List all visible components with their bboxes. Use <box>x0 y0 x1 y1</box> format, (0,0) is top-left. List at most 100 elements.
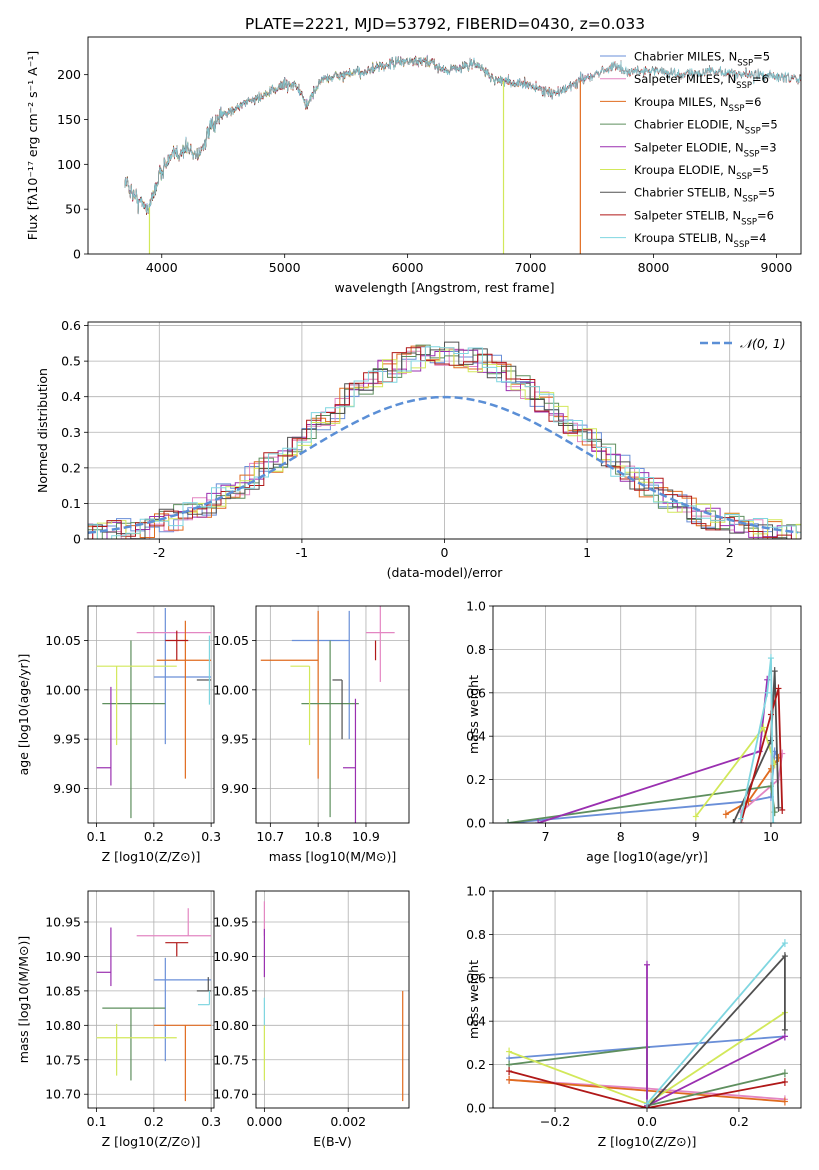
weight_vs_age-ytick-label: 1.0 <box>466 599 486 614</box>
legend-entry: Kroupa STELIB, NSSP=4 <box>634 231 766 250</box>
weight-line <box>740 688 784 823</box>
mass_vs_Z-ytick-label: 10.90 <box>45 949 81 964</box>
spectrum-xtick-label: 5000 <box>269 260 301 275</box>
weight-line <box>740 658 775 823</box>
mass_vs_EBV-xlabel: E(B-V) <box>313 1134 352 1149</box>
spectrum-xtick-label: 7000 <box>515 260 547 275</box>
weight_vs_age-xtick-label: 8 <box>617 829 625 844</box>
weight_vs_Z-lines <box>506 939 788 1108</box>
weight_vs_Z-frame <box>492 890 802 1109</box>
weight_vs_age-ytick-label: 0.2 <box>466 772 486 787</box>
mass_vs_Z-ytick-label: 10.85 <box>45 983 81 998</box>
mass_vs_EBV-panel: 0.000 0.002 10.70 10.75 10.80 10.85 10.90 10.95… <box>213 890 410 1149</box>
spectrum-xtick-label: 4000 <box>146 260 178 275</box>
legend-nssp-value: =6 <box>757 208 774 222</box>
weight_vs_age-ytick-label: 0.0 <box>466 816 486 831</box>
mass_vs_EBV-ytick-label: 10.75 <box>213 1052 249 1067</box>
residuals-ytick-label: 0.2 <box>61 460 81 475</box>
legend-subscript: SSP <box>742 195 758 205</box>
age_vs_Z-xlabel: Z [log10(Z/Z⊙)] <box>102 849 201 864</box>
normal-curve <box>88 395 799 535</box>
mass_vs_EBV-ytick-label: 10.95 <box>213 915 249 930</box>
residual-histogram <box>88 347 801 539</box>
age_vs_mass-xlabel: mass [log10(M/M⊙)] <box>269 849 397 864</box>
spectrum-ytick-label: 100 <box>57 157 81 172</box>
weight_vs_Z-ytick-label: 0.6 <box>466 970 486 985</box>
age_vs_mass-frame <box>255 605 410 824</box>
residuals-ytick-label: 0.3 <box>61 425 81 440</box>
legend-entry: Salpeter STELIB, NSSP=6 <box>634 208 774 227</box>
weight_vs_age-xtick-label: 10 <box>763 829 779 844</box>
weight_vs_age-xtick-label: 7 <box>542 829 550 844</box>
weight_vs_Z-ylabel: mass weight <box>466 960 481 1039</box>
age_vs_mass-points <box>260 606 395 823</box>
residuals-xtick-label: -1 <box>296 545 308 560</box>
residual-histograms <box>88 341 801 539</box>
mass_vs_Z-xlabel: Z [log10(Z/Z⊙)] <box>102 1134 201 1149</box>
legend-subscript: SSP <box>736 172 752 182</box>
figure-title: PLATE=2221, MJD=53792, FIBERID=0430, z=0… <box>245 15 645 33</box>
spectrum-ytick-label: 0 <box>73 247 81 262</box>
mass_vs_EBV-ytick-label: 10.80 <box>213 1018 249 1033</box>
spectrum-line <box>124 56 581 215</box>
spectrum-line <box>124 55 599 215</box>
mass_vs_Z-ylabel: mass [log10(M/M⊙)] <box>16 936 31 1064</box>
weight_vs_age-xlabel: age [log10(age/yr)] <box>586 849 708 864</box>
residuals-frame <box>87 321 802 540</box>
weight-line <box>646 942 786 1105</box>
age_vs_Z-frame <box>87 605 215 824</box>
legend-subscript: SSP <box>736 81 752 91</box>
mass_vs_Z-xtick-label: 0.2 <box>144 1114 164 1129</box>
normal-legend-label: 𝒩(0, 1) <box>740 336 786 351</box>
residuals-ytick-label: 0.1 <box>61 496 81 511</box>
weight_vs_Z-xtick-label: 0.0 <box>637 1114 657 1129</box>
weight_vs_age-ytick-label: 0.6 <box>466 685 486 700</box>
legend-subscript: SSP <box>729 104 745 114</box>
spectrum-line <box>124 55 801 214</box>
weight-line <box>537 679 769 823</box>
age_vs_Z-xtick-label: 0.1 <box>87 829 107 844</box>
legend-entry: Chabrier ELODIE, NSSP=5 <box>634 118 778 137</box>
age_vs_Z-ytick-label: 10.05 <box>45 633 81 648</box>
weight_vs_age-ytick-label: 0.4 <box>466 729 486 744</box>
legend-entry: Kroupa MILES, NSSP=6 <box>634 95 761 114</box>
weight_vs_Z-ytick-label: 0.8 <box>466 927 486 942</box>
age_vs_mass-xtick-label: 10.7 <box>256 829 284 844</box>
weight-line <box>508 1070 786 1108</box>
residuals-ytick-label: 0.6 <box>61 318 81 333</box>
age_vs_Z-ylabel: age [log10(age/yr)] <box>16 654 31 776</box>
weight_vs_age-ylabel: mass weight <box>466 675 481 754</box>
legend-subscript: SSP <box>745 127 761 137</box>
age_vs_mass-xtick-label: 10.9 <box>352 829 380 844</box>
spectrum-ytick-label: 150 <box>57 112 81 127</box>
age_vs_Z-points <box>96 607 212 819</box>
weight_vs_Z-xtick-label: 0.2 <box>729 1114 749 1129</box>
mass_vs_Z-xtick-label: 0.1 <box>87 1114 107 1129</box>
legend-nssp-value: =4 <box>749 231 766 245</box>
mass_vs_EBV-xtick-label: 0.002 <box>330 1114 366 1129</box>
weight_vs_age-frame <box>492 605 802 824</box>
residuals-xtick-label: 2 <box>726 545 734 560</box>
mass_vs_EBV-points <box>263 901 404 1102</box>
residuals-xlabel: (data-model)/error <box>387 565 504 580</box>
age_vs_Z-panel: 0.1 0.2 0.3 9.90 9.95 10.00 10.05 Z [log10(Z/Z⊙… <box>16 605 221 864</box>
spectrum-xtick-label: 6000 <box>392 260 424 275</box>
age_vs_mass-ytick-label: 10.00 <box>213 682 249 697</box>
mass_vs_Z-panel: 0.1 0.2 0.3 10.70 10.75 10.80 10.85 10.90 10.95 Z… <box>16 890 221 1149</box>
spectrum-line <box>124 56 504 215</box>
mass_vs_Z-ytick-label: 10.80 <box>45 1018 81 1033</box>
weight_vs_Z-xtick-label: −0.2 <box>540 1114 570 1129</box>
residuals-xtick-label: 0 <box>441 545 449 560</box>
spectrum-ytick-label: 200 <box>57 67 81 82</box>
residuals-panel: -2 -1 0 1 2 0 0.1 0.2 0.3 0.4 0.5 0.6 (data-model)/e… <box>35 318 802 580</box>
spectrum-line <box>124 55 507 215</box>
age_vs_Z-ytick-label: 9.95 <box>53 732 81 747</box>
legend-subscript: SSP <box>734 240 750 250</box>
weight_vs_age-panel: 7 8 9 10 0.0 0.2 0.4 0.6 0.8 1.0 age [log10(age/yr… <box>466 599 802 864</box>
mass_vs_Z-points <box>96 908 212 1102</box>
legend-nssp-value: =6 <box>744 95 761 109</box>
residuals-ylabel: Normed distribution <box>35 368 50 493</box>
age_vs_Z-xtick-label: 0.3 <box>201 829 221 844</box>
spectrum-line <box>124 54 599 215</box>
